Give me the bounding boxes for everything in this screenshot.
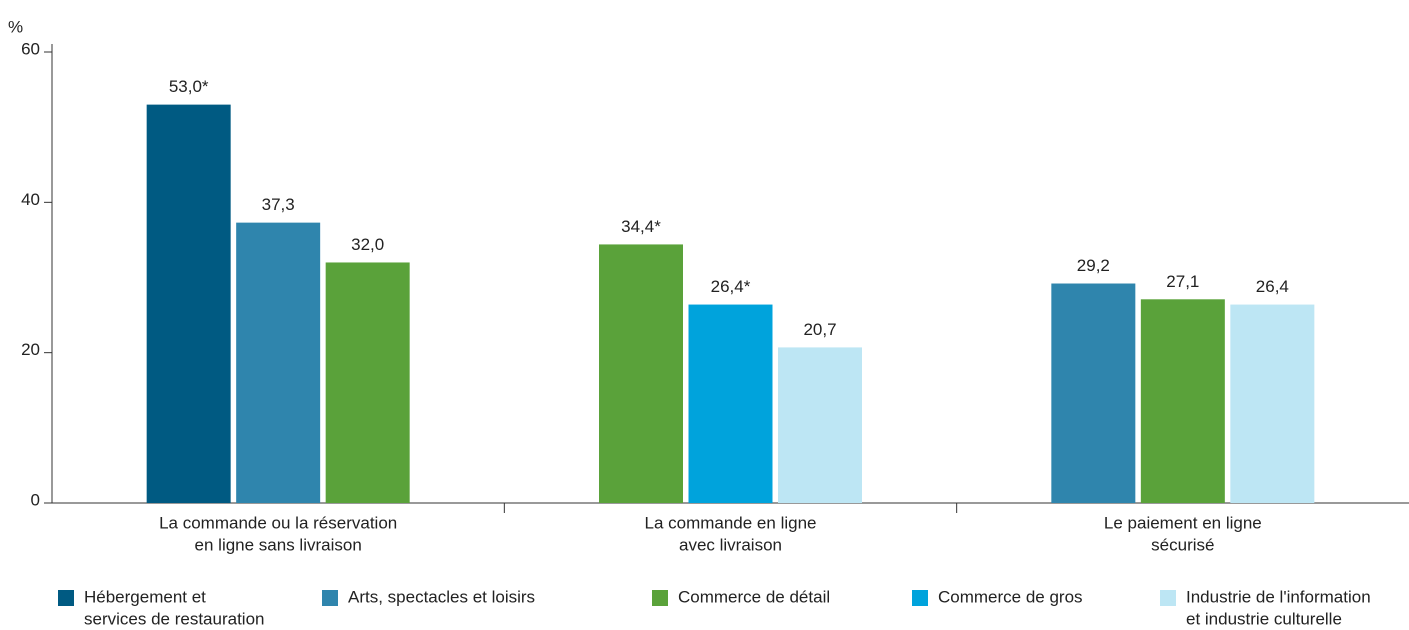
legend-swatch	[912, 590, 928, 606]
value-label: 53,0*	[169, 77, 209, 96]
legend-label: services de restauration	[84, 609, 264, 628]
legend-label: Industrie de l'information	[1186, 587, 1371, 606]
bar	[599, 244, 683, 503]
legend-label: Commerce de détail	[678, 587, 830, 606]
x-tick-label: La commande ou la réservation	[159, 513, 397, 532]
value-label: 29,2	[1077, 256, 1110, 275]
bar	[1140, 299, 1225, 503]
legend-swatch	[652, 590, 668, 606]
value-label: 32,0	[351, 235, 384, 254]
bar	[325, 262, 410, 503]
legend-label: et industrie culturelle	[1186, 609, 1342, 628]
legend-label: Arts, spectacles et loisirs	[348, 587, 535, 606]
y-tick-label: 40	[21, 190, 40, 209]
value-label: 34,4*	[621, 217, 661, 236]
legend-label: Hébergement et	[84, 587, 206, 606]
y-tick-label: 60	[21, 39, 40, 58]
x-tick-label: sécurisé	[1151, 535, 1214, 554]
value-label: 20,7	[803, 320, 836, 339]
bar	[778, 347, 862, 503]
y-axis-label: %	[8, 17, 23, 36]
bar	[1230, 304, 1315, 503]
legend-swatch	[1160, 590, 1176, 606]
x-tick-label: en ligne sans livraison	[195, 535, 362, 554]
x-tick-label: Le paiement en ligne	[1104, 513, 1262, 532]
value-label: 27,1	[1166, 272, 1199, 291]
value-label: 37,3	[262, 195, 295, 214]
legend-swatch	[58, 590, 74, 606]
bar	[236, 222, 321, 503]
legend-swatch	[322, 590, 338, 606]
y-tick-label: 0	[31, 490, 40, 509]
legend-label: Commerce de gros	[938, 587, 1083, 606]
bar	[688, 304, 773, 503]
x-tick-label: La commande en ligne	[644, 513, 816, 532]
bar	[1051, 283, 1136, 503]
y-tick-label: 20	[21, 340, 40, 359]
x-tick-label: avec livraison	[679, 535, 782, 554]
bar	[146, 104, 231, 503]
value-label: 26,4	[1256, 277, 1289, 296]
value-label: 26,4*	[711, 277, 751, 296]
